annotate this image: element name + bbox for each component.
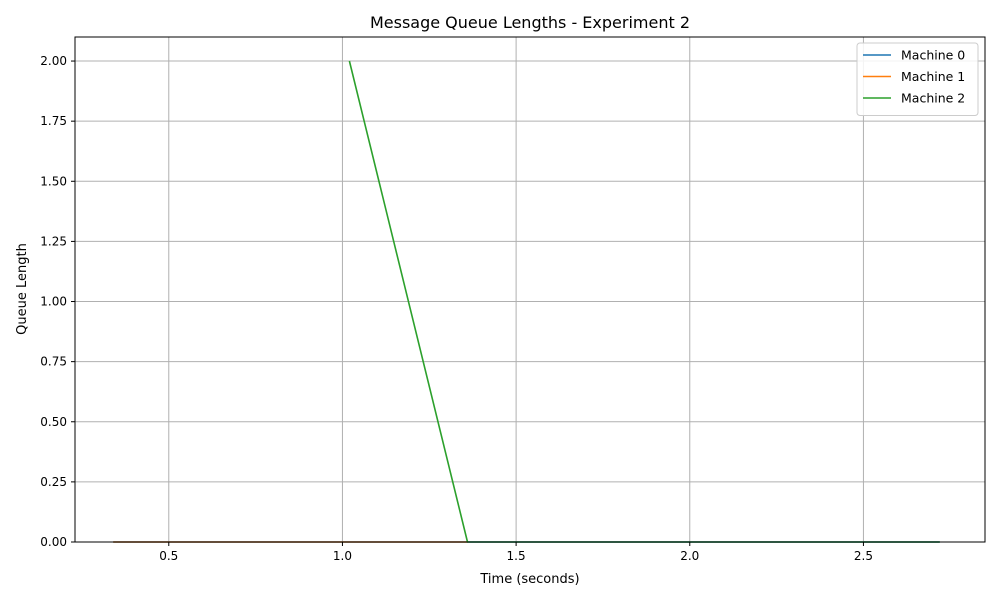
- x-tick-label: 0.5: [159, 549, 178, 563]
- y-tick-label: 0.00: [40, 535, 67, 549]
- legend-label: Machine 1: [901, 69, 965, 84]
- y-tick-label: 1.25: [40, 234, 67, 248]
- x-tick-label: 1.5: [507, 549, 526, 563]
- y-tick-label: 1.00: [40, 295, 67, 309]
- y-tick-label: 0.50: [40, 415, 67, 429]
- x-tick-label: 1.0: [333, 549, 352, 563]
- x-tick-label: 2.0: [680, 549, 699, 563]
- legend: Machine 0 Machine 1 Machine 2: [856, 42, 979, 116]
- x-axis-ticks: 0.5 1.0 1.5 2.0 2.5: [159, 542, 873, 563]
- x-tick-label: 2.5: [854, 549, 873, 563]
- x-axis-label: Time (seconds): [479, 572, 579, 587]
- y-tick-label: 0.75: [40, 355, 67, 369]
- chart-title: Message Queue Lengths - Experiment 2: [370, 13, 690, 32]
- y-tick-label: 1.50: [40, 174, 67, 188]
- y-tick-label: 2.00: [40, 54, 67, 68]
- legend-label: Machine 2: [901, 91, 965, 106]
- y-tick-label: 0.25: [40, 475, 67, 489]
- legend-label: Machine 0: [901, 48, 965, 63]
- y-axis-ticks: 0.00 0.25 0.50 0.75 1.00 1.25 1.50 1.75 2.00: [40, 54, 75, 549]
- y-tick-label: 1.75: [40, 114, 67, 128]
- y-axis-label: Queue Length: [15, 243, 30, 335]
- plot-area-frame: [74, 36, 986, 543]
